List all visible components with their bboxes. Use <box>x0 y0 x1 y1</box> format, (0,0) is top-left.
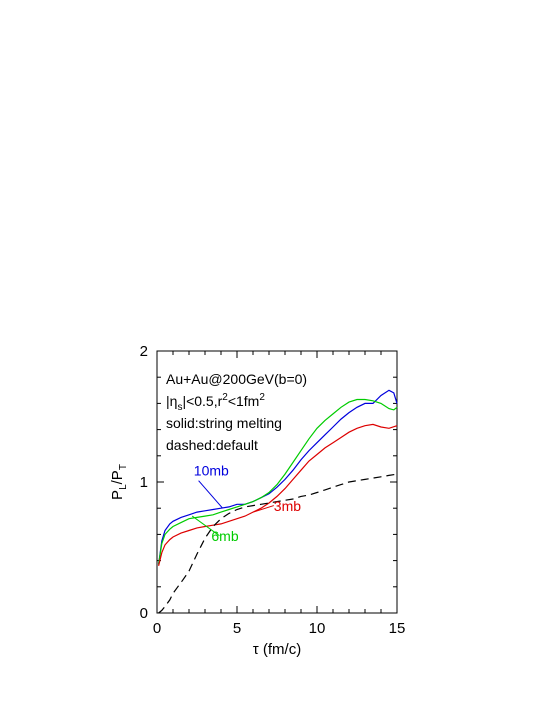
series-layer <box>158 389 398 614</box>
series-line-10mb <box>158 389 398 565</box>
annotation-collision: Au+Au@200GeV(b=0) <box>166 371 307 387</box>
x-tick-label: 0 <box>153 620 161 637</box>
series-leader-3mb <box>252 505 274 513</box>
annotation-dashed-legend: dashed:default <box>166 437 258 453</box>
annotation-cuts: |ηs|<0.5,r2<1fm2 <box>166 392 265 413</box>
y-tick-label: 2 <box>140 343 148 360</box>
x-axis-label: τ (fm/c) <box>253 641 301 658</box>
y-tick-label: 1 <box>140 474 148 491</box>
series-line-default-dashed <box>158 473 398 614</box>
series-leader-6mb <box>191 515 220 537</box>
series-label-6mb: 6mb <box>211 528 238 544</box>
annotation-block: Au+Au@200GeV(b=0) |ηs|<0.5,r2<1fm2 solid… <box>166 371 307 453</box>
series-leader-10mb <box>198 480 223 509</box>
y-axis-label: PL/PT <box>109 464 129 500</box>
series-label-3mb: 3mb <box>274 498 301 514</box>
series-label-10mb: 10mb <box>194 462 229 478</box>
plot-frame <box>156 350 398 614</box>
x-tick-label: 10 <box>309 620 326 637</box>
y-tick-label: 0 <box>140 605 148 622</box>
x-tick-label: 15 <box>389 620 406 637</box>
annotation-solid-legend: solid:string melting <box>166 415 282 431</box>
x-tick-label: 5 <box>233 620 241 637</box>
series-line-6mb <box>158 398 398 565</box>
axis-ticks <box>156 350 398 614</box>
series-labels: 10mb 6mb 3mb <box>191 462 301 544</box>
series-line-3mb <box>158 423 398 566</box>
axis-tick-labels: 0 5 10 15 0 1 2 <box>140 343 406 637</box>
